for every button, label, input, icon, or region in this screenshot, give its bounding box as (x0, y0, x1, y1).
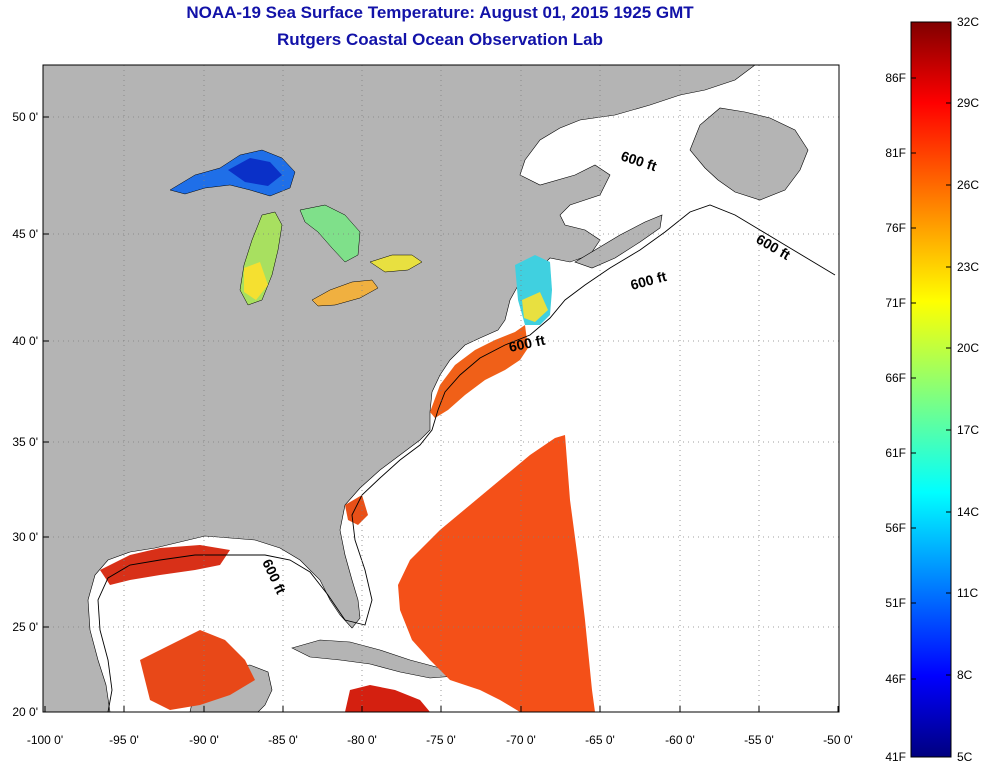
celsius-label: 20C (957, 341, 979, 355)
lon-label: -60 0' (665, 733, 695, 747)
sst-caribbean (345, 685, 430, 712)
fahrenheit-label: 41F (885, 750, 906, 764)
lon-label: -70 0' (506, 733, 536, 747)
lat-label: 25 0' (12, 620, 38, 634)
latitude-labels: 20 0' 25 0' 30 0' 35 0' 40 0' 45 0' 50 0… (12, 110, 38, 719)
longitude-labels: -100 0' -95 0' -90 0' -85 0' -80 0' -75 … (27, 733, 853, 747)
celsius-label: 14C (957, 505, 979, 519)
lake-huron (299, 204, 361, 263)
isobath-label: 600 ft (507, 332, 546, 355)
lon-label: -55 0' (744, 733, 774, 747)
colorbar (910, 21, 952, 758)
fahrenheit-label: 76F (885, 221, 906, 235)
lon-label: -100 0' (27, 733, 63, 747)
lon-label: -95 0' (109, 733, 139, 747)
lat-label: 35 0' (12, 435, 38, 449)
celsius-label: 11C (957, 586, 978, 600)
nova-scotia-land (574, 214, 663, 269)
map-title: NOAA-19 Sea Surface Temperature: August … (186, 3, 694, 22)
celsius-label: 29C (957, 96, 979, 110)
colorbar-fahrenheit-labels: 86F 81F 76F 71F 66F 61F 56F 51F 46F 41F (885, 71, 906, 764)
lake-superior-cold-core (228, 158, 282, 186)
celsius-label: 32C (957, 15, 979, 29)
lon-label: -50 0' (823, 733, 853, 747)
isobath-600ft-line (97, 204, 836, 712)
lat-label: 50 0' (12, 110, 38, 124)
sst-gulf-of-maine-warm (522, 292, 548, 322)
colorbar-celsius-ticks (946, 21, 951, 758)
celsius-label: 8C (957, 668, 973, 682)
lon-label: -65 0' (585, 733, 615, 747)
sst-gulf-of-mexico-south (140, 630, 255, 710)
fahrenheit-label: 46F (885, 672, 906, 686)
lon-label: -80 0' (347, 733, 377, 747)
lake-erie (311, 279, 379, 307)
lon-label: -85 0' (268, 733, 298, 747)
fahrenheit-label: 56F (885, 521, 906, 535)
celsius-label: 23C (957, 260, 979, 274)
great-lakes (169, 149, 423, 307)
fahrenheit-label: 81F (885, 146, 906, 160)
lat-label: 40 0' (12, 334, 38, 348)
colorbar-fahrenheit-ticks (911, 77, 916, 680)
fahrenheit-label: 51F (885, 596, 906, 610)
celsius-label: 5C (957, 750, 973, 764)
colorbar-celsius-labels: 32C 29C 26C 23C 20C 17C 14C 11C 8C 5C (957, 15, 979, 764)
lake-ontario (369, 254, 423, 273)
sst-florida-east (345, 495, 368, 525)
lon-label: -75 0' (426, 733, 456, 747)
celsius-label: 17C (957, 423, 979, 437)
lake-michigan-warm (244, 262, 268, 300)
axis-ticks (43, 116, 839, 713)
fahrenheit-label: 86F (885, 71, 906, 85)
fahrenheit-label: 61F (885, 446, 906, 460)
sst-sargasso (398, 435, 595, 712)
lat-label: 30 0' (12, 530, 38, 544)
fahrenheit-label: 66F (885, 371, 906, 385)
lat-label: 20 0' (12, 705, 38, 719)
newfoundland-land (689, 107, 809, 201)
map-subtitle: Rutgers Coastal Ocean Observation Lab (277, 30, 603, 49)
sst-mid-atlantic-shelf (430, 325, 528, 418)
fahrenheit-label: 71F (885, 296, 906, 310)
north-america-land (43, 65, 756, 712)
lon-label: -90 0' (189, 733, 219, 747)
celsius-label: 26C (957, 178, 979, 192)
lat-label: 45 0' (12, 227, 38, 241)
